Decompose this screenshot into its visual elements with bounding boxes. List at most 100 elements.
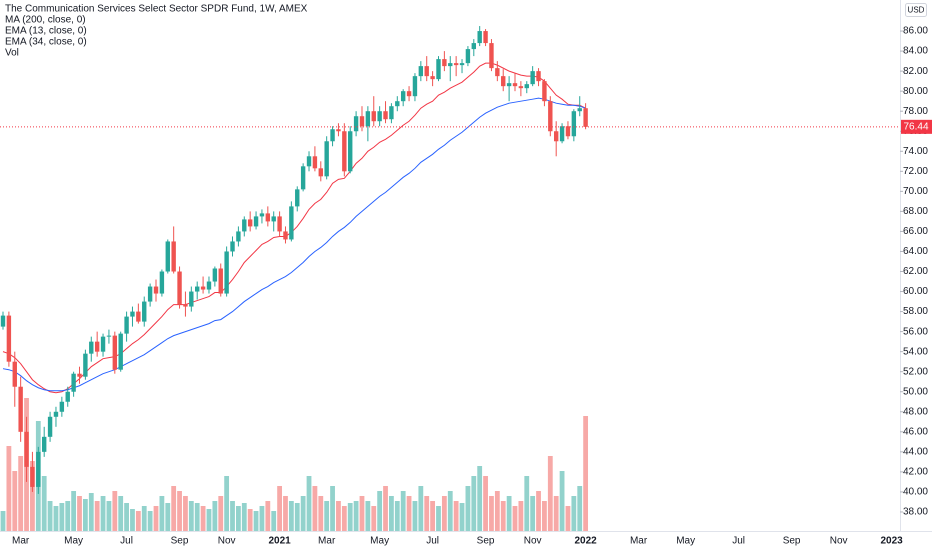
candle-body xyxy=(189,291,194,307)
x-tick-label: Nov xyxy=(830,536,848,547)
volume-bar xyxy=(424,496,430,531)
price-label: 76.44 xyxy=(903,121,928,132)
volume-bar xyxy=(283,496,288,531)
volume-bar xyxy=(365,501,371,531)
volume-bar xyxy=(230,501,235,531)
candle-body xyxy=(53,411,59,417)
volume-bar xyxy=(218,496,224,531)
candle-body xyxy=(577,108,582,112)
volume-bar xyxy=(100,496,106,531)
volume-bar xyxy=(406,496,412,531)
volume-bar xyxy=(324,501,330,531)
volume-bar xyxy=(312,486,318,531)
x-tick-label: Jul xyxy=(120,536,133,547)
candle-body xyxy=(430,76,435,80)
y-tick-label: 64.00 xyxy=(903,246,928,257)
volume-bar xyxy=(412,501,418,531)
candle-body xyxy=(400,91,406,102)
x-tick-label: Nov xyxy=(218,536,236,547)
candle-body xyxy=(295,189,300,207)
candle-body xyxy=(501,76,506,87)
candle-body xyxy=(542,81,547,102)
candle-body xyxy=(112,335,118,370)
volume-bar xyxy=(130,509,135,531)
candle-body xyxy=(459,63,465,66)
volume-bar xyxy=(259,506,265,531)
volume-bar xyxy=(571,496,577,531)
x-tick-label: Mar xyxy=(318,536,336,547)
candle-body xyxy=(236,231,241,242)
volume-bar xyxy=(147,511,153,531)
volume-bar xyxy=(441,496,447,531)
volume-bar xyxy=(247,509,253,531)
volume-bar xyxy=(465,486,471,531)
candle-body xyxy=(477,31,482,44)
volume-bar xyxy=(153,506,159,531)
candle-body xyxy=(336,129,341,132)
volume-bar xyxy=(171,486,177,531)
volume-bar xyxy=(59,503,65,531)
y-tick-label: 42.00 xyxy=(903,467,928,478)
volume-bar xyxy=(330,486,335,531)
legend-title: The Communication Services Select Sector… xyxy=(5,4,308,15)
volume-bar xyxy=(159,496,165,531)
volume-bar xyxy=(559,471,565,531)
volume-bar xyxy=(389,496,394,531)
candle-body xyxy=(30,466,35,487)
candle-body xyxy=(318,168,323,177)
volume-bar xyxy=(518,501,524,531)
x-tick-label: Mar xyxy=(12,536,30,547)
candle-body xyxy=(118,333,123,370)
candle-body xyxy=(183,304,188,307)
volume-bar xyxy=(0,511,6,531)
volume-bar xyxy=(383,486,388,531)
volume-bar xyxy=(500,501,506,531)
y-tick-label: 62.00 xyxy=(903,266,928,277)
volume-bar xyxy=(47,501,53,531)
candle-body xyxy=(159,271,165,294)
candle-body xyxy=(506,83,512,87)
volume-bar xyxy=(353,501,359,531)
volume-bar xyxy=(347,503,353,531)
volume-bar xyxy=(206,509,212,531)
candle-body xyxy=(106,335,112,337)
candle-body xyxy=(559,126,565,142)
x-tick-label: Sep xyxy=(171,536,189,547)
candle-body xyxy=(448,63,453,67)
y-tick-label: 54.00 xyxy=(903,346,928,357)
volume-bar xyxy=(553,496,559,531)
candle-body xyxy=(342,131,347,172)
candle-body xyxy=(412,76,418,97)
candle-body xyxy=(418,66,424,77)
volume-bar xyxy=(124,503,129,531)
candle-body xyxy=(365,111,371,127)
volume-bar xyxy=(6,446,12,531)
volume-bar xyxy=(542,501,547,531)
y-tick-label: 84.00 xyxy=(903,46,928,57)
candle-body xyxy=(330,129,335,142)
candle-body xyxy=(259,213,265,217)
candle-body xyxy=(565,126,571,137)
y-tick-label: 46.00 xyxy=(903,426,928,437)
candle-body xyxy=(518,86,524,89)
candle-body xyxy=(242,219,247,232)
volume-bar xyxy=(524,476,530,531)
candle-body xyxy=(94,341,100,352)
volume-bar xyxy=(41,476,47,531)
candle-body xyxy=(136,311,141,322)
y-tick-label: 78.00 xyxy=(903,106,928,117)
candle-body xyxy=(0,315,6,327)
price-label-box xyxy=(901,119,932,134)
candle-body xyxy=(100,336,106,352)
y-tick-label: 58.00 xyxy=(903,306,928,317)
volume-bar xyxy=(400,491,406,531)
candle-body xyxy=(142,301,147,322)
currency-box[interactable] xyxy=(905,3,927,17)
volume-bar xyxy=(494,491,500,531)
y-tick-label: 80.00 xyxy=(903,86,928,97)
candle-body xyxy=(406,91,412,97)
candle-body xyxy=(289,206,294,240)
volume-bar xyxy=(88,493,94,531)
candle-body xyxy=(12,361,17,387)
volume-bar xyxy=(300,496,306,531)
